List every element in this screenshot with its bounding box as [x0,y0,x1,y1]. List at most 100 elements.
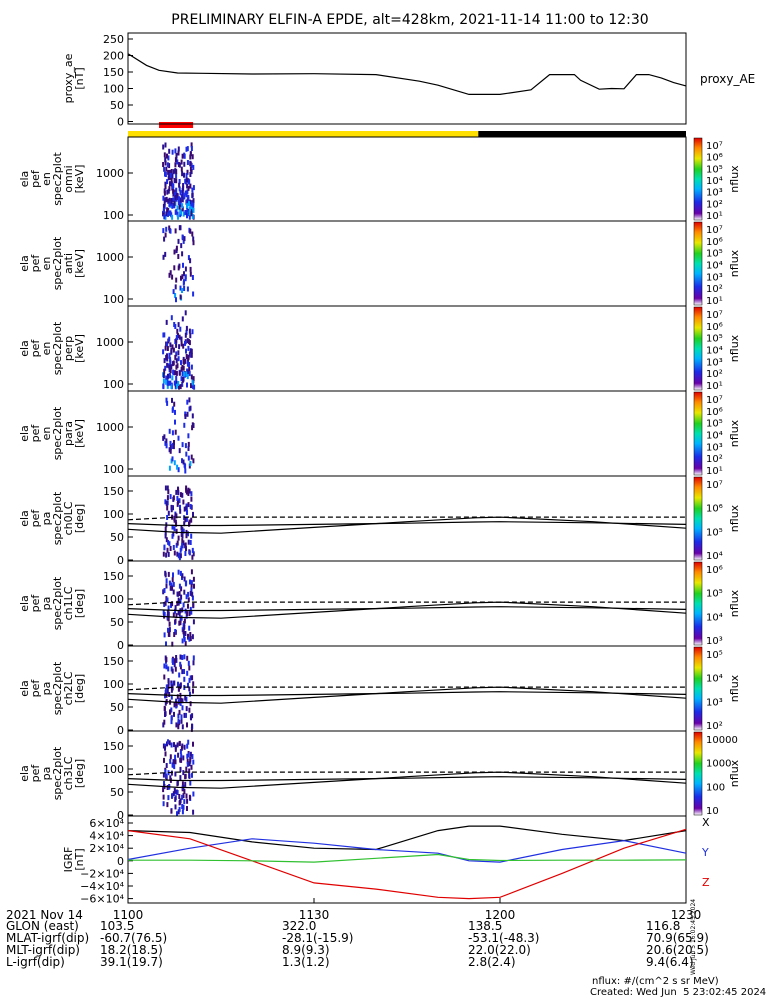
spectrogram-pixel [165,319,168,325]
spectrogram-pixel [174,771,177,777]
spectrogram-pixel [181,193,184,199]
spectrogram-pixel [190,454,193,460]
colorbar-label-pa_ch1: nflux [728,589,741,617]
spectrogram-pixel [162,203,165,209]
spectrogram-pixel [185,348,187,354]
spectrogram-pixel [170,742,173,748]
plot-title: PRELIMINARY ELFIN-A EPDE, alt=428km, 202… [171,12,648,28]
spectrogram-pixel [170,177,173,183]
spectrogram-pixel [174,284,177,290]
spectrogram-pixel [179,749,182,754]
colorbar-tick-en_para: 10¹ [706,466,723,477]
spectrogram-pixel [186,338,189,344]
spectrogram-pixel [183,161,186,167]
ytick-label-proxy_ae: 100 [103,83,124,96]
spectrogram-pixel [185,533,188,539]
colorbar-pa_ch3 [693,731,703,816]
spectrogram-pixel [170,582,173,588]
colorbar-tick-en_perp: 10² [706,369,723,380]
spectrogram-pixel [176,790,179,795]
spectrogram-pixel [180,753,183,759]
spectrogram-pixel [183,633,185,639]
spectrogram-pixel [182,540,185,546]
spectrogram-pixel [166,207,169,213]
spectrogram-pixel [172,444,175,450]
panel-frame-en_perp [127,305,687,392]
spectrogram-pixel [167,627,169,633]
spectrogram-pixel [167,631,170,637]
colorbar-tick-en_para: 10² [706,454,723,465]
ytick-label-pa_ch2: 50 [110,701,124,714]
ytick-label-pa_ch1: 50 [110,616,124,629]
spectrogram-pixel [184,468,187,474]
ylabel-en_omni: pef [29,169,42,188]
spectrogram-pixel [179,553,182,559]
colorbar-tick-en_para: 10⁵ [706,419,723,430]
spectrogram-pixel [163,166,166,172]
spectrogram-pixel [166,189,169,195]
spectrogram-pixel [182,343,185,349]
spectrogram-pixel [180,275,182,281]
ytick-label-igrf: 6×10⁴ [89,817,124,830]
perpendicular-line [127,606,687,612]
spectrogram-pixel [188,397,191,403]
spectrogram-pixel [171,173,174,179]
spectrogram-pixel [172,169,175,175]
spectrogram-pixel [189,701,192,707]
spectrogram-pixel [182,499,185,505]
spectrogram-pixel [172,360,175,366]
spectrogram-pixel [178,334,181,340]
spectrogram-pixel [188,794,191,800]
spectrogram-pixel [163,544,166,550]
spectrogram-pixel [168,580,171,586]
spectrogram-pixel [187,255,190,261]
spectrogram-pixel [174,804,177,810]
spectrogram-pixel [190,584,193,590]
spectrogram-pixel [177,146,180,152]
spectrogram-pixel [180,166,183,172]
spectrogram-pixel [169,448,172,454]
spectrogram-pixel [167,605,170,611]
spectrogram-pixel [186,203,188,209]
colorbar-tick-en_perp: 10⁷ [706,310,723,321]
spectrogram-pixel [185,371,188,377]
spectrogram-pixel [184,631,187,636]
spectrogram-pixel [174,168,177,174]
spectrogram-pixel [176,540,179,546]
spectrogram-pixel [178,162,181,168]
spectrogram-pixel [177,322,180,328]
spectrogram-pixel [185,516,188,522]
spectrogram-pixel [192,619,195,625]
ylabel-pa_ch0: spec2plot [51,491,64,545]
orbit-row-value: 8.9(9.3) [282,943,330,957]
colorbar-tick-en_anti: 10⁷ [706,225,723,236]
spectrogram-pixel [191,595,194,601]
spectrogram-pixel [177,569,180,575]
spectrogram-pixel [176,363,179,369]
spectrogram-pixel [168,621,171,627]
spectrogram-pixel [163,588,166,593]
spectrogram-pixel [173,526,176,532]
spectrogram-pixel [188,636,191,642]
igrf-line-0 [127,825,687,851]
spectrogram-pixel [170,349,173,355]
spectrogram-pixel [191,380,194,386]
spectrogram-pixel [168,692,171,697]
spectrogram-pixel [191,383,194,389]
spectrogram-pixel [179,620,182,626]
spectrogram-pixel [177,535,180,541]
ylabel-pa_ch1: spec2plot [51,576,64,630]
spectrogram-pixel [174,759,177,765]
ylabel-en_perp: [keV] [73,334,86,363]
spectrogram-pixel [176,159,179,165]
ytick-label-pa_ch1: 100 [103,593,124,606]
spectrogram-pixel [168,541,171,547]
spectrogram-pixel [185,199,188,205]
spectrogram-pixel [170,808,173,814]
spectrogram-pixel [177,467,180,473]
spectrogram-pixel [183,789,186,794]
spectrogram-pixel [173,200,176,206]
spectrogram-pixel [186,370,189,376]
ytick-label-pa_ch0: 50 [110,531,124,544]
panel-frame-proxy_ae [127,32,687,125]
